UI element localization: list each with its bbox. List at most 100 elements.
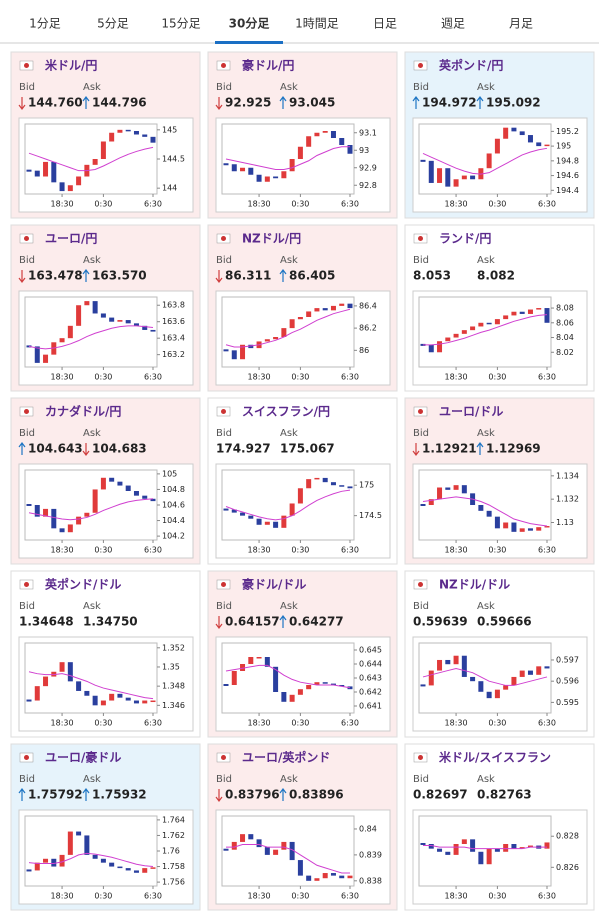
y-tick-label: 0.645 <box>359 646 382 655</box>
bid-label: Bid <box>19 82 35 93</box>
tab[interactable]: 日足 <box>373 17 397 31</box>
pair-title[interactable]: 米ドル/スイスフラン <box>439 750 551 765</box>
pair-title[interactable]: 英ポンド/ドル <box>45 577 121 592</box>
y-tick-label: 1.758 <box>162 862 185 871</box>
tab[interactable]: 週足 <box>441 17 465 31</box>
candle <box>273 521 279 528</box>
y-tick-label: 163.4 <box>162 334 185 343</box>
candle <box>59 854 65 867</box>
y-tick-label: 1.348 <box>162 682 185 691</box>
candle <box>84 835 90 855</box>
candle <box>428 670 434 686</box>
candle <box>76 516 82 525</box>
candle <box>150 498 156 502</box>
candle <box>544 526 550 528</box>
trend-arrow <box>215 789 223 802</box>
x-tick-label: 0:30 <box>488 892 506 901</box>
y-tick-label: 92.8 <box>359 181 377 190</box>
ask-label: Ask <box>83 82 101 93</box>
x-tick-label: 6:30 <box>144 200 162 209</box>
tab[interactable]: 月足 <box>509 17 533 31</box>
ask-value: 0.64277 <box>289 615 344 629</box>
y-tick-label: 1.352 <box>162 643 185 652</box>
tab[interactable]: 30分足 <box>229 16 270 31</box>
pair-title[interactable]: 豪ドル/ドル <box>242 577 306 592</box>
candle <box>511 522 517 532</box>
plot-frame <box>221 815 355 887</box>
candle <box>34 862 40 871</box>
tab[interactable]: 5分足 <box>97 17 129 31</box>
flag-icon-mark <box>418 582 423 587</box>
pair-title[interactable]: ユーロ/円 <box>45 232 97 246</box>
candle <box>76 681 82 691</box>
candle <box>486 691 492 699</box>
bid-value: 1.34648 <box>19 615 74 629</box>
candle <box>133 131 139 135</box>
candle <box>347 303 353 309</box>
ask-value: 86.405 <box>289 269 335 283</box>
candle <box>461 655 467 677</box>
pair-title[interactable]: NZドル/ドル <box>439 578 510 592</box>
x-tick-label: 0:30 <box>291 892 309 901</box>
candle <box>527 845 533 848</box>
pair-title[interactable]: ユーロ/英ポンド <box>242 750 330 765</box>
candle <box>59 338 65 343</box>
candle <box>26 869 32 872</box>
pair-title[interactable]: ランド/円 <box>439 232 491 246</box>
tab[interactable]: 1時間足 <box>295 17 339 31</box>
ask-value: 0.83896 <box>289 788 344 802</box>
candle <box>478 505 484 511</box>
candle <box>339 138 345 145</box>
pair-title[interactable]: ユーロ/ドル <box>439 405 503 419</box>
flag-icon-mark <box>221 582 226 587</box>
candle <box>503 522 509 529</box>
trend-arrow <box>412 96 420 109</box>
x-tick-label: 18:30 <box>51 373 74 382</box>
x-tick-label: 6:30 <box>144 373 162 382</box>
candle <box>322 682 328 684</box>
x-tick-label: 18:30 <box>248 892 271 901</box>
candle <box>322 308 328 311</box>
y-tick-label: 194.8 <box>556 156 579 165</box>
pair-title[interactable]: スイスフラン/円 <box>242 405 330 419</box>
candle <box>150 700 156 703</box>
trend-arrow <box>82 443 90 456</box>
tab[interactable]: 1分足 <box>29 17 61 31</box>
trend-arrow <box>279 269 287 282</box>
pair-title[interactable]: 英ポンド/円 <box>439 58 503 73</box>
plot-frame <box>418 642 552 714</box>
pair-title[interactable]: 米ドル/円 <box>45 58 97 73</box>
y-tick-label: 0.641 <box>359 702 382 711</box>
candle <box>511 676 517 686</box>
ask-value: 195.092 <box>486 96 541 110</box>
pair-title[interactable]: NZドル/円 <box>242 232 301 246</box>
bid-label: Bid <box>19 774 35 785</box>
candle <box>527 670 533 675</box>
pair-title[interactable]: カナダドル/円 <box>45 404 121 419</box>
moving-average <box>28 146 154 172</box>
pair-title[interactable]: 豪ドル/円 <box>242 58 294 73</box>
ask-value: 1.34750 <box>83 615 138 629</box>
tab[interactable]: 15分足 <box>161 17 200 31</box>
candle <box>494 848 500 852</box>
trend-arrow <box>82 269 90 282</box>
x-tick-label: 0:30 <box>94 719 112 728</box>
candle <box>347 686 353 690</box>
trend-arrow <box>18 97 26 110</box>
candle <box>34 505 40 517</box>
candle <box>240 664 246 671</box>
candle <box>503 844 509 852</box>
candle <box>248 657 254 664</box>
candle <box>330 305 336 311</box>
candle <box>314 477 320 480</box>
pair-title[interactable]: ユーロ/豪ドル <box>45 750 121 765</box>
candle <box>109 693 115 701</box>
candle <box>34 686 40 701</box>
candle <box>51 161 57 183</box>
ask-label: Ask <box>280 774 298 785</box>
candle <box>437 487 443 500</box>
y-tick-label: 174.5 <box>359 511 382 520</box>
ask-value: 163.570 <box>92 269 147 283</box>
y-tick-label: 1.756 <box>162 878 185 887</box>
candle <box>256 657 262 659</box>
